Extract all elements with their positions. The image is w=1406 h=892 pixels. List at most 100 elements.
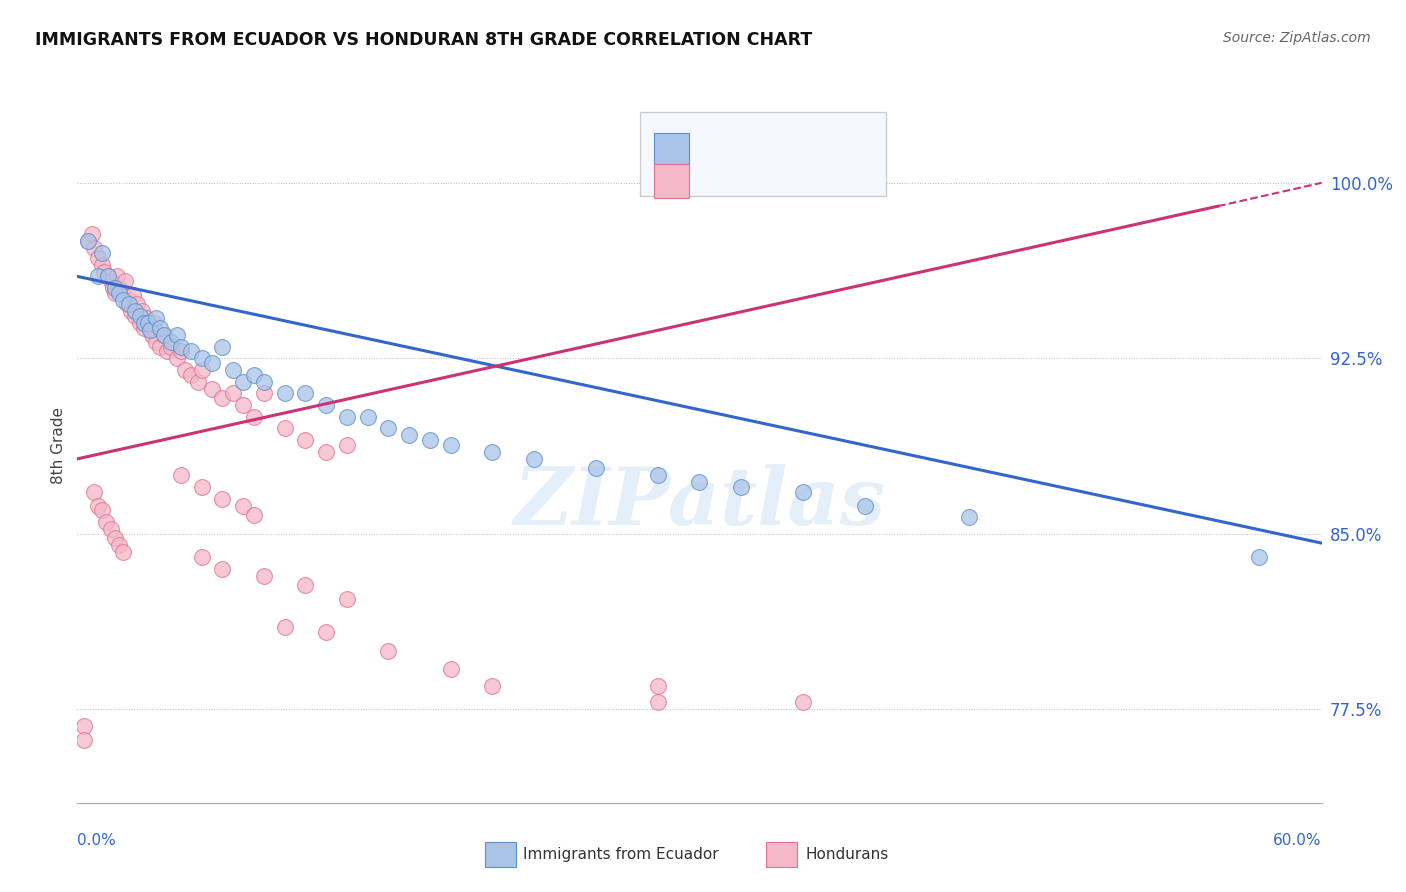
Point bbox=[336, 438, 359, 452]
Point bbox=[689, 475, 711, 490]
Point bbox=[730, 480, 752, 494]
Point bbox=[72, 732, 94, 747]
Point bbox=[104, 532, 127, 546]
Point bbox=[1249, 550, 1271, 565]
Text: IMMIGRANTS FROM ECUADOR VS HONDURAN 8TH GRADE CORRELATION CHART: IMMIGRANTS FROM ECUADOR VS HONDURAN 8TH … bbox=[35, 31, 813, 49]
Point bbox=[440, 662, 463, 676]
Point bbox=[357, 409, 380, 424]
Point bbox=[143, 316, 166, 330]
Point bbox=[91, 503, 114, 517]
Point bbox=[104, 285, 127, 300]
Point bbox=[855, 499, 877, 513]
Point bbox=[159, 334, 181, 349]
Point bbox=[191, 351, 214, 366]
Point bbox=[145, 311, 167, 326]
Text: -0.400: -0.400 bbox=[742, 141, 801, 159]
Point bbox=[132, 316, 155, 330]
Point bbox=[136, 316, 159, 330]
Point bbox=[211, 340, 233, 354]
Text: 76: 76 bbox=[841, 172, 863, 190]
Text: N =: N = bbox=[806, 172, 853, 190]
Point bbox=[315, 625, 337, 640]
Point bbox=[122, 288, 145, 302]
Point bbox=[792, 695, 814, 709]
Point bbox=[170, 344, 193, 359]
Point bbox=[111, 293, 134, 307]
Point bbox=[127, 297, 149, 311]
Point bbox=[253, 569, 276, 583]
Point bbox=[481, 445, 503, 459]
Point bbox=[153, 327, 176, 342]
Point bbox=[139, 321, 162, 335]
Point bbox=[91, 246, 114, 260]
Point bbox=[211, 562, 233, 576]
Point bbox=[336, 409, 359, 424]
Point bbox=[132, 321, 155, 335]
Point bbox=[131, 304, 153, 318]
Point bbox=[211, 491, 233, 506]
Point bbox=[180, 344, 202, 359]
Point bbox=[274, 620, 297, 634]
Point bbox=[87, 499, 110, 513]
Point bbox=[124, 304, 146, 318]
Point bbox=[232, 499, 254, 513]
Point bbox=[294, 433, 316, 447]
Point bbox=[87, 251, 110, 265]
Point bbox=[336, 592, 359, 607]
Point bbox=[180, 368, 202, 382]
Point bbox=[170, 468, 193, 483]
Text: Immigrants from Ecuador: Immigrants from Ecuador bbox=[523, 847, 718, 862]
Point bbox=[108, 285, 131, 300]
Point bbox=[201, 356, 224, 370]
Point bbox=[274, 386, 297, 401]
Point bbox=[523, 451, 546, 466]
Point bbox=[191, 550, 214, 565]
Point bbox=[153, 327, 176, 342]
Point bbox=[253, 375, 276, 389]
Point bbox=[135, 311, 157, 326]
Text: N =: N = bbox=[806, 141, 853, 159]
Point bbox=[315, 445, 337, 459]
Point bbox=[155, 344, 177, 359]
Point bbox=[242, 368, 264, 382]
Point bbox=[166, 351, 188, 366]
Text: R =: R = bbox=[703, 141, 740, 159]
Point bbox=[104, 281, 127, 295]
Point bbox=[149, 321, 172, 335]
Point bbox=[187, 375, 209, 389]
Point bbox=[440, 438, 463, 452]
Point bbox=[101, 281, 124, 295]
Point bbox=[100, 274, 122, 288]
Point bbox=[87, 269, 110, 284]
Point bbox=[105, 269, 128, 284]
Text: 0.306: 0.306 bbox=[742, 172, 794, 190]
Point bbox=[274, 421, 297, 435]
Point bbox=[166, 327, 188, 342]
Point bbox=[647, 695, 669, 709]
Point bbox=[647, 468, 669, 483]
Point bbox=[139, 323, 162, 337]
Point bbox=[211, 391, 233, 405]
Point bbox=[128, 309, 150, 323]
Point bbox=[481, 679, 503, 693]
Point bbox=[159, 340, 181, 354]
Point bbox=[315, 398, 337, 412]
Point bbox=[170, 340, 193, 354]
Point bbox=[377, 644, 399, 658]
Point bbox=[108, 538, 131, 552]
Point bbox=[83, 241, 105, 255]
Point bbox=[191, 363, 214, 377]
Point bbox=[253, 386, 276, 401]
Point bbox=[792, 484, 814, 499]
Text: Source: ZipAtlas.com: Source: ZipAtlas.com bbox=[1223, 31, 1371, 45]
Point bbox=[647, 679, 669, 693]
Y-axis label: 8th Grade: 8th Grade bbox=[51, 408, 66, 484]
Point bbox=[128, 316, 150, 330]
Point bbox=[957, 510, 980, 524]
Point bbox=[141, 327, 163, 342]
Point bbox=[115, 297, 138, 311]
Point bbox=[80, 227, 103, 242]
Text: Hondurans: Hondurans bbox=[806, 847, 889, 862]
Point bbox=[232, 398, 254, 412]
Point bbox=[83, 484, 105, 499]
